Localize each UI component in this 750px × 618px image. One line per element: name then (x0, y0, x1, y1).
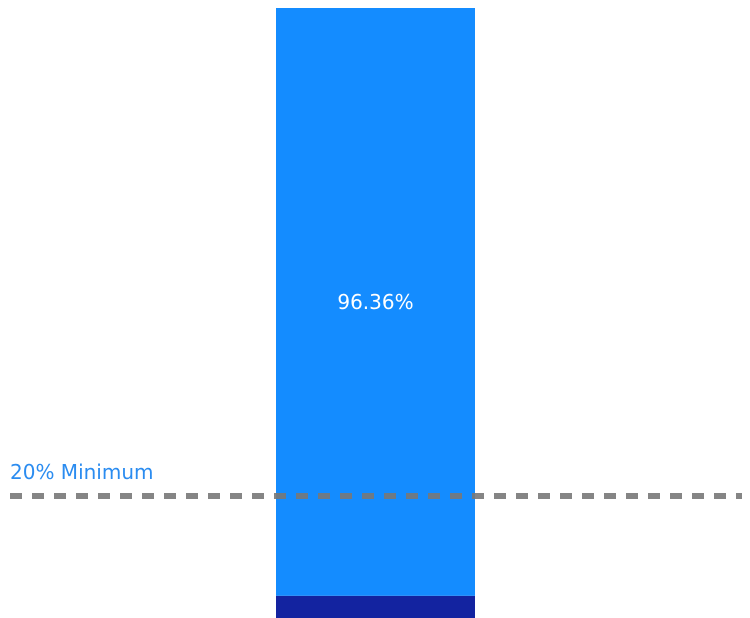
minimum-threshold-label: 20% Minimum (10, 460, 154, 484)
bar-data-label: 96.36% (337, 290, 413, 314)
bar-segment-2 (276, 8, 475, 596)
bar-stack (276, 8, 475, 618)
bar-segment-1 (276, 595, 475, 618)
